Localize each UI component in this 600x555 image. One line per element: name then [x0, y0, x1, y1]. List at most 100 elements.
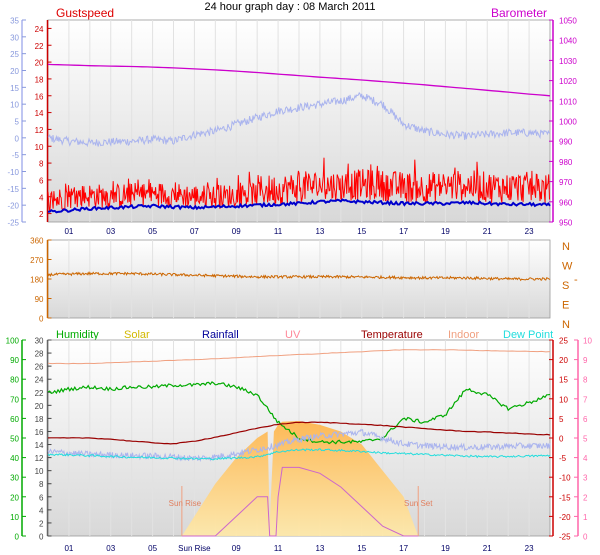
baro-axis-tick-label: 1010: [559, 97, 577, 106]
x-tick-label: 23: [525, 227, 534, 236]
chart-marks: -25-20-15-10-505101520253035246810121416…: [6, 17, 593, 554]
baro-axis-tick-label: 1030: [559, 57, 577, 66]
solar-axis-tick-label: 22: [35, 389, 44, 398]
x-tick-label: 07: [190, 227, 199, 236]
compass-w: W: [562, 261, 573, 273]
compass-e: E: [562, 300, 569, 312]
uv-axis-tick-label: 6: [583, 415, 588, 424]
uv-axis-tick-label: 1: [583, 513, 588, 522]
temp-axis-tick-label: -15: [7, 185, 19, 194]
humidity-axis-tick-label: 30: [10, 474, 19, 483]
solar-axis-tick-label: 18: [35, 415, 44, 424]
baro-axis-tick-label: 950: [559, 219, 573, 228]
wdir-axis-tick-label: 180: [30, 276, 44, 285]
temp-axis-tick-label: 20: [10, 67, 19, 76]
humidity-axis-tick-label: 80: [10, 376, 19, 385]
x-tick-label: 05: [148, 227, 157, 236]
solar-area: [181, 421, 419, 536]
uv-axis-tick-label: 4: [583, 454, 588, 463]
temperature-trace-line: [47, 428, 551, 463]
x-tick-label: 19: [441, 227, 450, 236]
temp-axis-tick-label: -5: [12, 151, 20, 160]
x-tick-label: 03: [106, 227, 115, 236]
uv-axis-tick-label: 0: [583, 533, 588, 542]
solar-axis-tick-label: 30: [35, 337, 44, 346]
gust-axis-tick-label: 16: [35, 92, 44, 101]
gust-axis-tick-label: 2: [39, 210, 44, 219]
uv-line: [181, 466, 419, 537]
dewpoint-line: [47, 448, 551, 461]
humidity-axis-tick-label: 60: [10, 415, 19, 424]
solar-axis-tick-label: 14: [35, 441, 44, 450]
x-tick-label: 17: [399, 227, 408, 236]
solar-axis-tick-label: 0: [39, 533, 44, 542]
temp-axis-tick-label: 0: [15, 134, 20, 143]
temperature-axis-tick-label: 10: [559, 395, 568, 404]
x-tick-label: 15: [357, 544, 366, 553]
indoor-line: [47, 349, 551, 365]
compass-n: N: [562, 319, 570, 331]
humidity-axis-tick-label: 100: [6, 337, 20, 346]
baro-axis-tick-label: 1040: [559, 37, 577, 46]
humidity-axis-tick-label: 0: [15, 533, 20, 542]
temperature-trace-line: [47, 91, 551, 148]
gustspeed-line: [47, 157, 550, 213]
solar-axis-tick-label: 2: [39, 519, 44, 528]
legend-uv: UV: [285, 329, 301, 341]
baro-axis-tick-label: 1000: [559, 118, 577, 127]
gust-axis-tick-label: 8: [39, 160, 44, 169]
legend-indoor: Indoor: [448, 329, 480, 341]
solar-axis-tick-label: 4: [39, 506, 44, 515]
sunset-label: Sun Set: [404, 499, 433, 508]
legend-temperature: Temperature: [361, 329, 423, 341]
baro-axis-tick-label: 970: [559, 178, 573, 187]
legend-dew-point: Dew Point: [503, 329, 553, 341]
solar-axis-tick-label: 16: [35, 428, 44, 437]
baro-axis-tick-label: 1020: [559, 77, 577, 86]
solar-axis-tick-label: 20: [35, 402, 44, 411]
temp-axis-tick-label: 10: [10, 101, 19, 110]
gust-axis-tick-label: 14: [35, 109, 44, 118]
barometer-line: [47, 63, 551, 97]
humidity-line: [47, 381, 551, 445]
gust-axis-tick-label: 22: [35, 42, 44, 51]
temperature-line: [47, 421, 551, 445]
solar-axis-tick-label: 28: [35, 350, 44, 359]
x-tick-label: 03: [106, 544, 115, 553]
x-tick-label: 23: [525, 544, 534, 553]
chart-title: 24 hour graph day : 08 March 2011: [204, 1, 375, 13]
solar-axis-tick-label: 12: [35, 454, 44, 463]
gust-axis-tick-label: 24: [35, 25, 44, 34]
x-tick-label: 13: [315, 544, 324, 553]
uv-axis-tick-label: 3: [583, 474, 588, 483]
windspeed-line: [47, 198, 551, 214]
temp-axis-tick-label: 15: [10, 84, 19, 93]
x-tick-label: 05: [148, 544, 157, 553]
gust-axis-tick-label: 12: [35, 126, 44, 135]
gustspeed-label: Gustspeed: [56, 6, 114, 20]
legend: Humidity Solar Rainfall UV Temperature Indoor…: [56, 329, 553, 341]
wdir-axis-tick-label: 270: [30, 256, 44, 265]
baro-axis-tick-label: 960: [559, 198, 573, 207]
temperature-axis-tick-label: 15: [559, 376, 568, 385]
x-tick-label: 17: [399, 544, 408, 553]
uv-axis-tick-label: 2: [583, 493, 588, 502]
gust-axis-tick-label: 10: [35, 143, 44, 152]
x-tick-label: Sun Rise: [178, 544, 211, 553]
x-tick-label: 01: [64, 544, 73, 553]
temperature-axis-tick-label: -5: [559, 454, 567, 463]
gust-axis-tick-label: 4: [39, 193, 44, 202]
temperature-axis-tick-label: -15: [559, 493, 571, 502]
wdir-axis-tick-label: 90: [35, 295, 44, 304]
barometer-label: Barometer: [491, 6, 547, 20]
wind-direction-line: [47, 271, 551, 282]
x-tick-label: 15: [357, 227, 366, 236]
temperature-axis-tick-label: 20: [559, 356, 568, 365]
x-tick-label: 11: [274, 227, 283, 236]
temperature-axis-tick-label: -10: [559, 474, 571, 483]
x-tick-label: 11: [274, 544, 283, 553]
temp-axis-tick-label: 5: [15, 118, 20, 127]
temperature-axis-tick-label: 5: [559, 415, 564, 424]
